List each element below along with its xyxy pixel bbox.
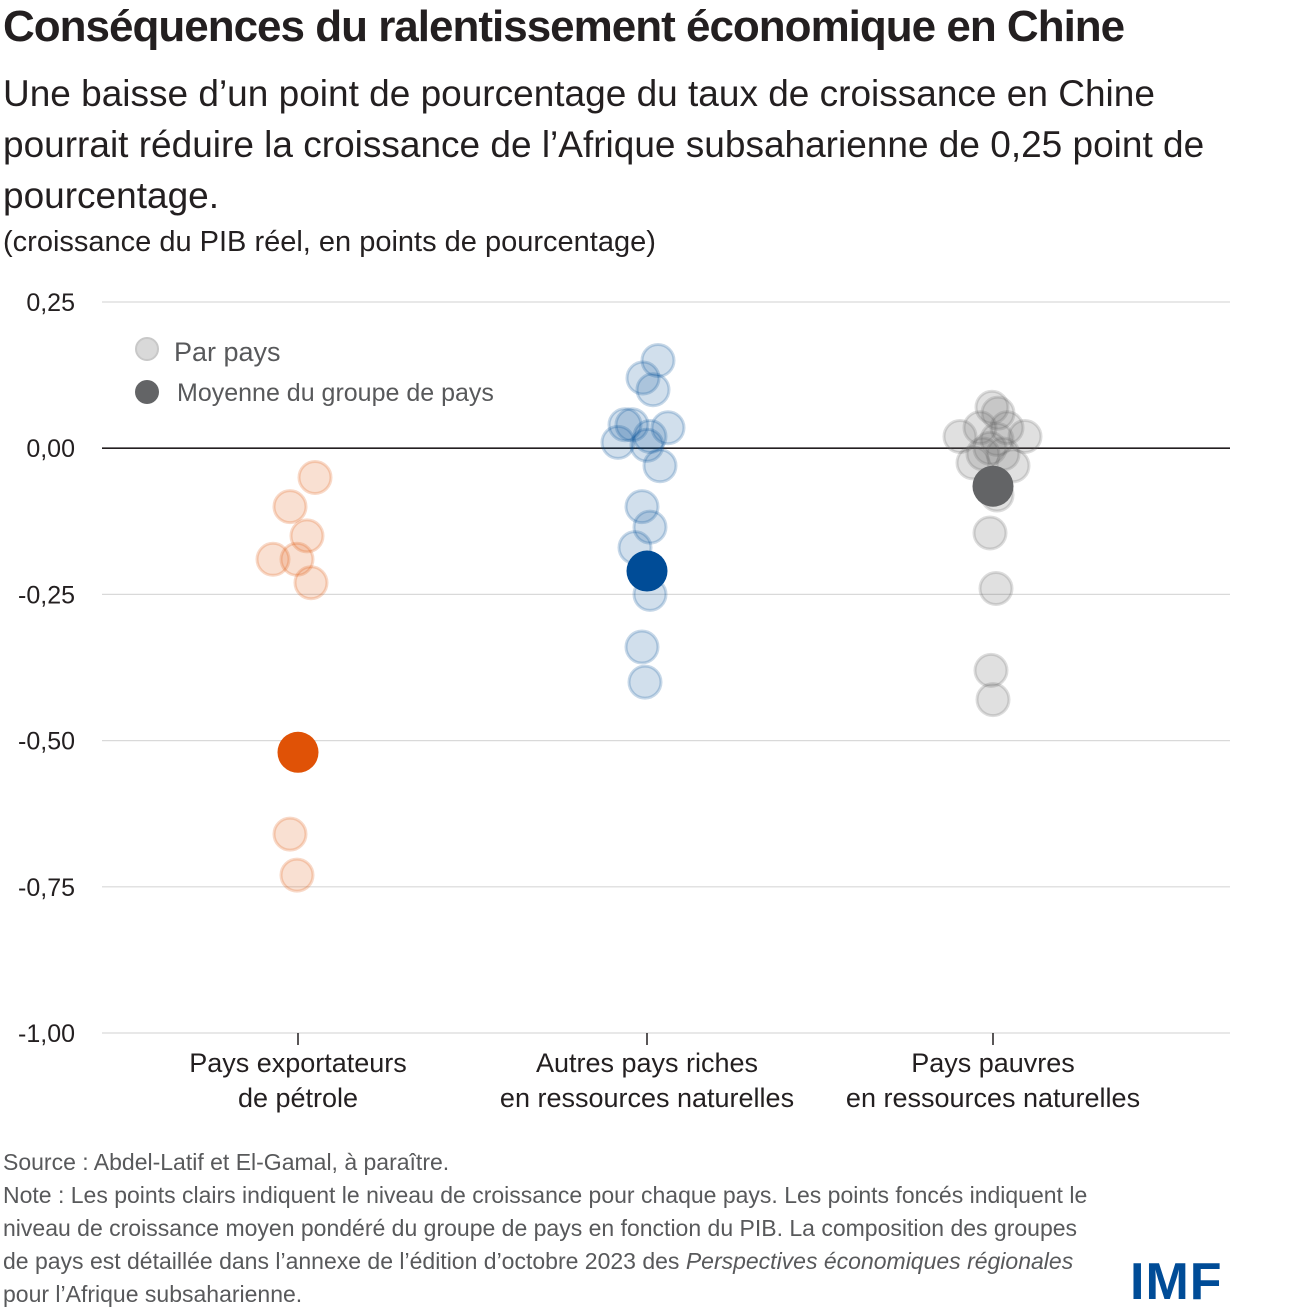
chart-title: Conséquences du ralentissement économiqu… — [3, 2, 1125, 51]
x-tick-label: de pétrole — [238, 1083, 358, 1113]
country-point — [989, 410, 1025, 446]
country-point — [942, 419, 978, 455]
country-point — [962, 410, 998, 446]
group-mean-point — [277, 731, 319, 773]
y-tick-label: 0,00 — [26, 435, 75, 463]
y-tick-label: -0,25 — [18, 581, 75, 609]
country-point — [1007, 419, 1043, 455]
country-point — [255, 541, 291, 577]
country-point — [980, 395, 1016, 431]
y-tick-label: -0,75 — [18, 874, 75, 902]
country-point — [600, 424, 636, 460]
note-text: Note : Les points clairs indiquent le ni… — [3, 1179, 1103, 1311]
y-tick-label: -0,50 — [18, 728, 75, 756]
x-tick-label: Autres pays riches — [536, 1048, 758, 1078]
note-prefix: Note : Les points clairs indiquent le ni… — [3, 1182, 1088, 1274]
country-point — [632, 509, 668, 545]
country-point — [297, 459, 333, 495]
notes: Source : Abdel-Latif et El-Gamal, à para… — [3, 1146, 1103, 1311]
country-point — [978, 571, 1014, 607]
legend-country-label: Par pays — [174, 337, 281, 367]
y-tick-label: -1,00 — [18, 1020, 75, 1048]
note-suffix: pour l’Afrique subsaharienne. — [3, 1281, 303, 1307]
y-tick-label: 0,25 — [26, 289, 75, 317]
country-point — [607, 407, 643, 443]
group-mean-point — [972, 465, 1014, 507]
country-point — [972, 430, 1008, 466]
country-point — [625, 360, 661, 396]
x-tick-label: en ressources naturelles — [846, 1083, 1140, 1113]
country-point — [974, 389, 1010, 425]
imf-logo: IMF — [1130, 1253, 1223, 1311]
unit-label: (croissance du PIB réel, en points de po… — [3, 226, 656, 258]
country-point — [279, 857, 315, 893]
legend-mean-label: Moyenne du groupe de pays — [177, 379, 494, 407]
country-point — [624, 629, 660, 665]
group-mean-point — [626, 550, 668, 592]
country-point — [975, 682, 1011, 718]
country-point — [627, 664, 663, 700]
country-point — [642, 448, 678, 484]
x-tick-label: Pays exportateurs — [189, 1048, 407, 1078]
country-point — [289, 518, 325, 554]
country-point — [985, 436, 1021, 472]
country-point — [293, 565, 329, 601]
legend-country-marker — [135, 337, 159, 361]
chart-subtitle: Une baisse d’un point de pourcentage du … — [3, 73, 1205, 216]
country-point — [614, 407, 650, 443]
country-point — [272, 816, 308, 852]
note-italic: Perspectives économiques régionales — [685, 1248, 1074, 1274]
x-tick-label: Pays pauvres — [911, 1048, 1075, 1078]
country-point — [650, 410, 686, 446]
x-tick-label: en ressources naturelles — [500, 1083, 794, 1113]
country-point — [624, 489, 660, 525]
country-point — [972, 515, 1008, 551]
source-text: Source : Abdel-Latif et El-Gamal, à para… — [3, 1149, 450, 1175]
country-point — [635, 372, 671, 408]
country-point — [973, 652, 1009, 688]
country-point — [979, 421, 1015, 457]
country-point — [272, 489, 308, 525]
country-point — [279, 541, 315, 577]
country-point — [629, 427, 665, 463]
scatter-chart: 0,25 0,00 -0,25 -0,50 -0,75 -1,00 Pays exporta… — [18, 289, 1230, 1113]
country-point — [632, 419, 668, 455]
legend-mean-marker — [135, 380, 159, 404]
country-point — [640, 342, 676, 378]
